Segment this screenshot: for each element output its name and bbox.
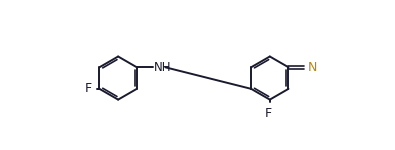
Text: F: F	[265, 107, 272, 120]
Text: F: F	[85, 82, 92, 95]
Text: N: N	[308, 61, 317, 74]
Text: NH: NH	[154, 61, 171, 74]
